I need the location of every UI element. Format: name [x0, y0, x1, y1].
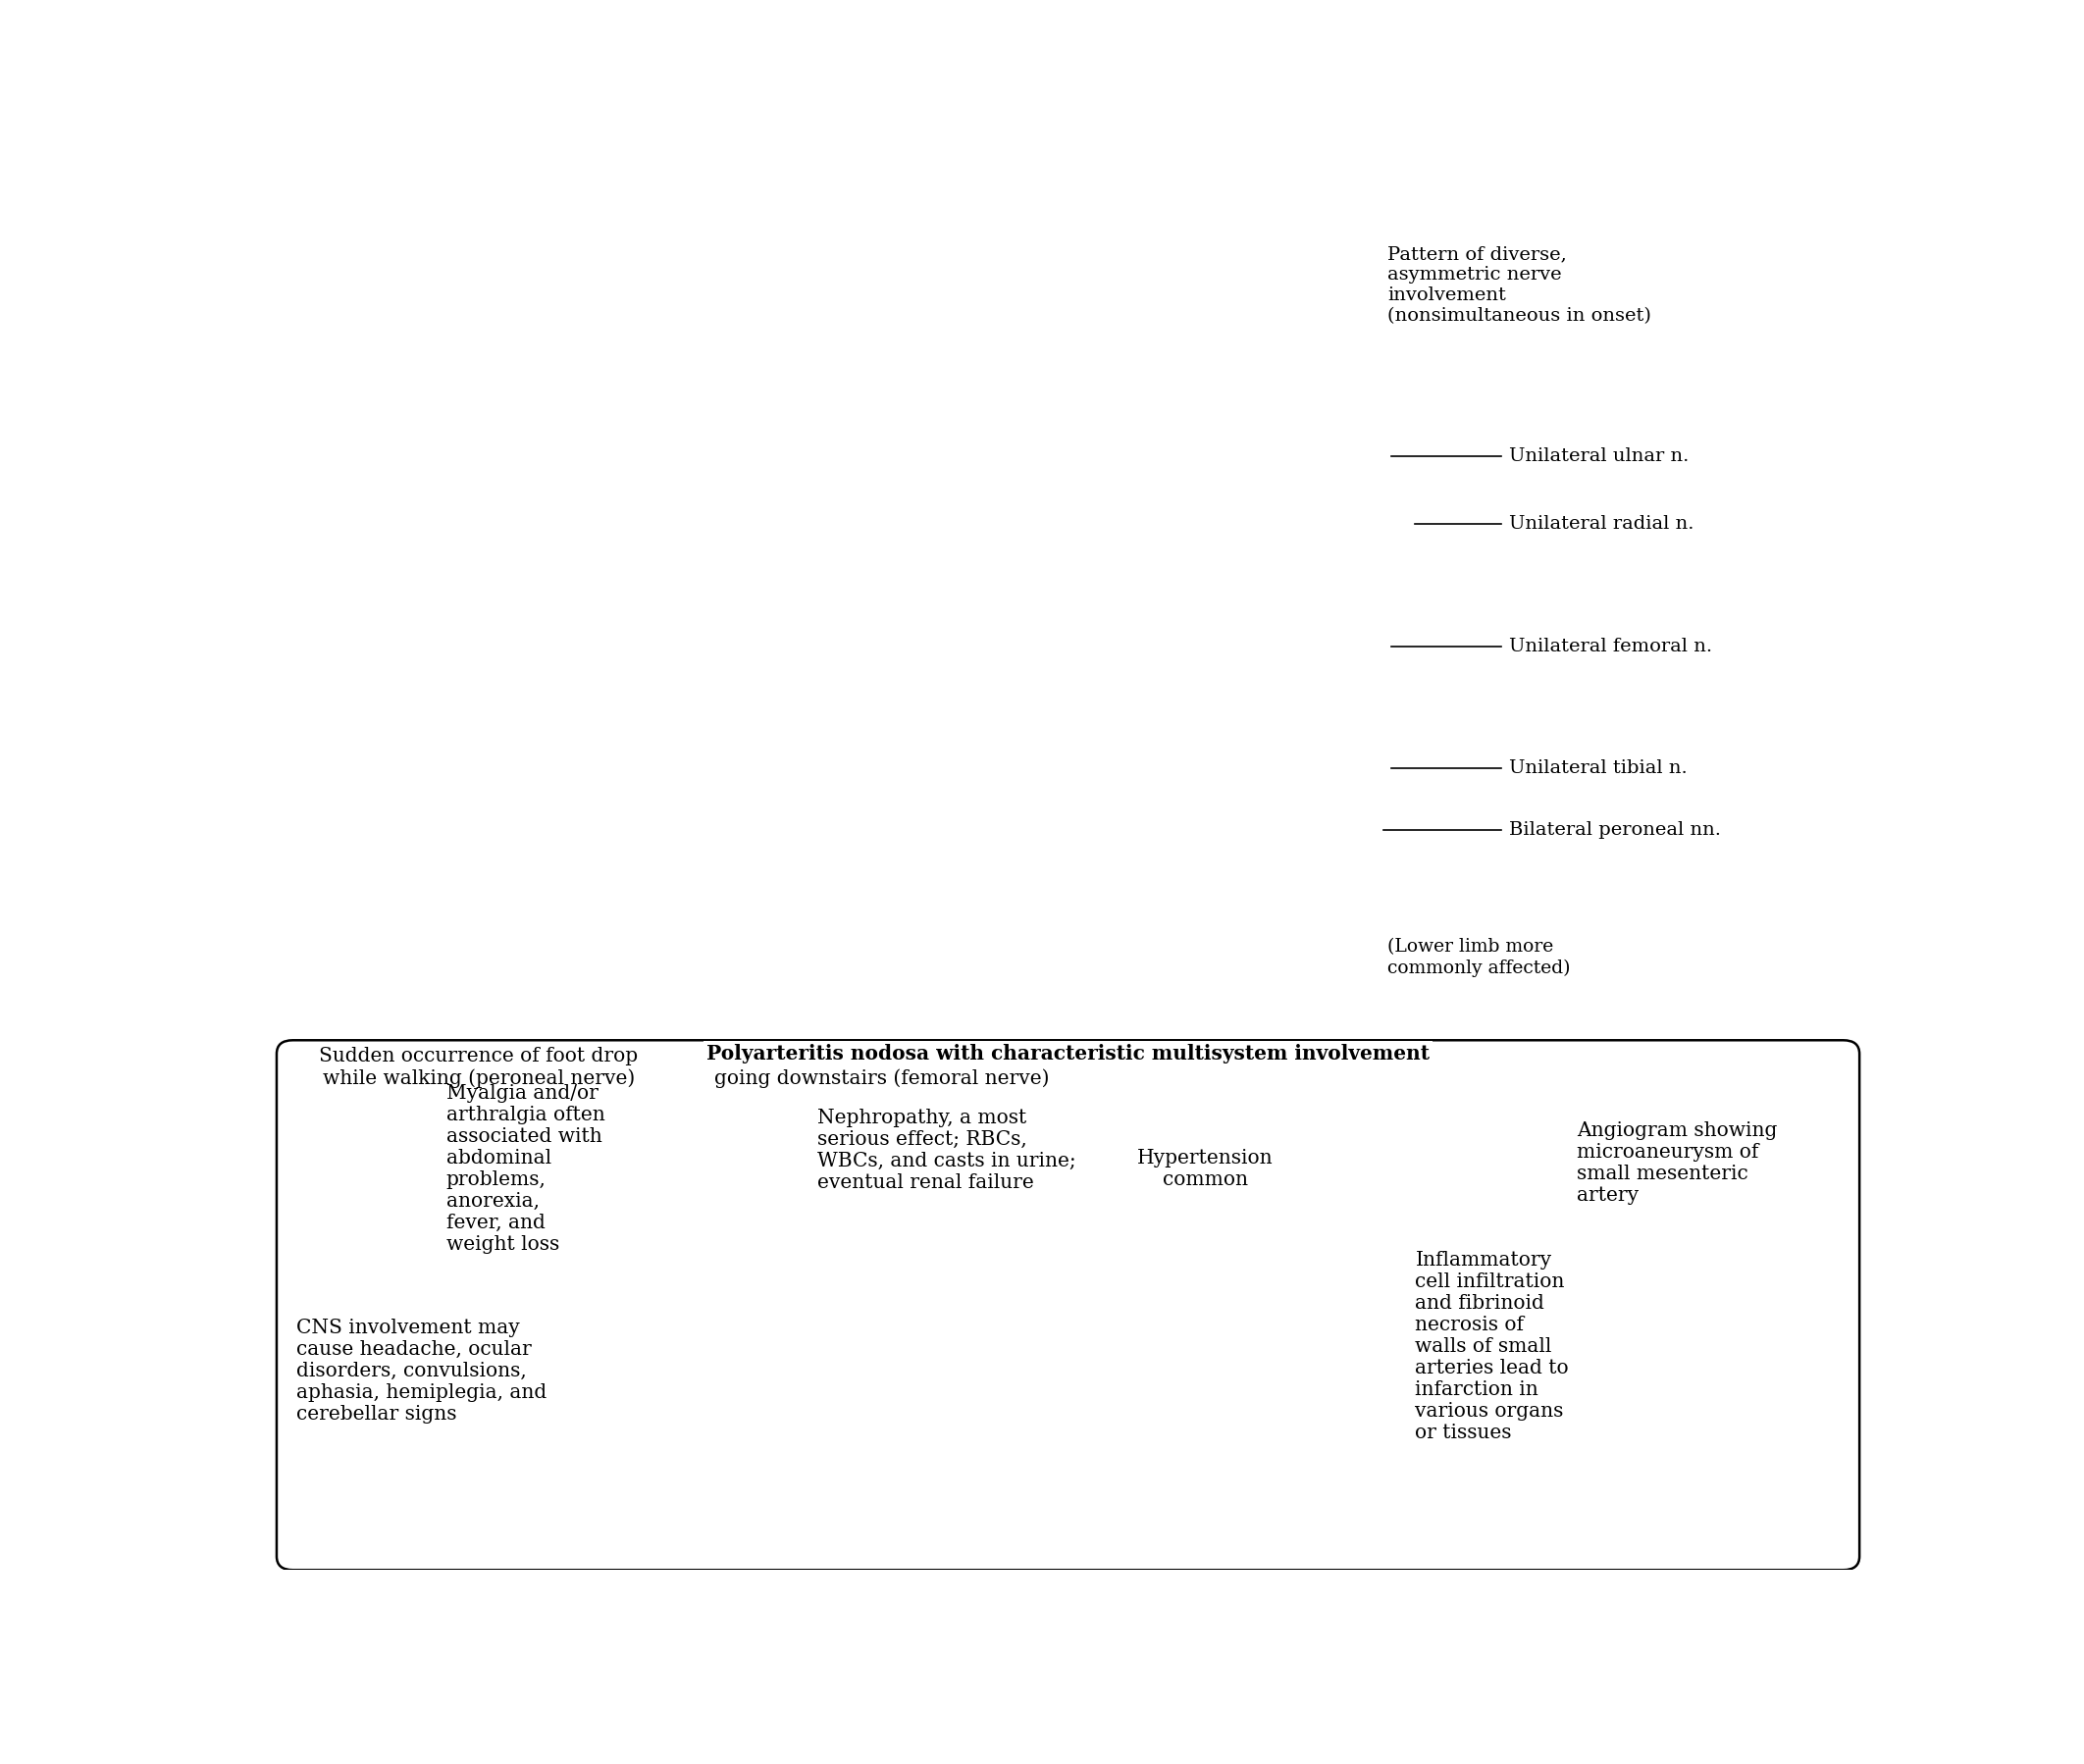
Text: Nephropathy, a most
serious effect; RBCs,
WBCs, and casts in urine;
eventual ren: Nephropathy, a most serious effect; RBCs… [817, 1108, 1075, 1191]
Text: (Lower limb more
commonly affected): (Lower limb more commonly affected) [1388, 938, 1571, 977]
Text: Unilateral ulnar n.: Unilateral ulnar n. [1509, 448, 1688, 466]
Text: Sudden buckling of knee while
going downstairs (femoral nerve): Sudden buckling of knee while going down… [715, 1048, 1050, 1088]
Text: Inflammatory
cell infiltration
and fibrinoid
necrosis of
walls of small
arteries: Inflammatory cell infiltration and fibri… [1415, 1251, 1569, 1443]
Text: Polyarteritis nodosa with characteristic multisystem involvement: Polyarteritis nodosa with characteristic… [706, 1044, 1430, 1064]
Text: Pattern of diverse,
asymmetric nerve
involvement
(nonsimultaneous in onset): Pattern of diverse, asymmetric nerve inv… [1388, 245, 1653, 325]
Text: Unilateral femoral n.: Unilateral femoral n. [1509, 637, 1713, 654]
Text: Angiogram showing
microaneurysm of
small mesenteric
artery: Angiogram showing microaneurysm of small… [1578, 1122, 1778, 1205]
Text: CNS involvement may
cause headache, ocular
disorders, convulsions,
aphasia, hemi: CNS involvement may cause headache, ocul… [296, 1319, 546, 1424]
Text: Myalgia and/or
arthralgia often
associated with
abdominal
problems,
anorexia,
fe: Myalgia and/or arthralgia often associat… [446, 1083, 604, 1254]
Text: Unilateral tibial n.: Unilateral tibial n. [1509, 760, 1688, 778]
Text: Sudden occurrence of foot drop
while walking (peroneal nerve): Sudden occurrence of foot drop while wal… [319, 1048, 638, 1088]
Text: Bilateral peroneal nn.: Bilateral peroneal nn. [1509, 820, 1721, 838]
Text: Unilateral radial n.: Unilateral radial n. [1509, 515, 1694, 533]
Text: Hypertension
common: Hypertension common [1138, 1148, 1273, 1189]
